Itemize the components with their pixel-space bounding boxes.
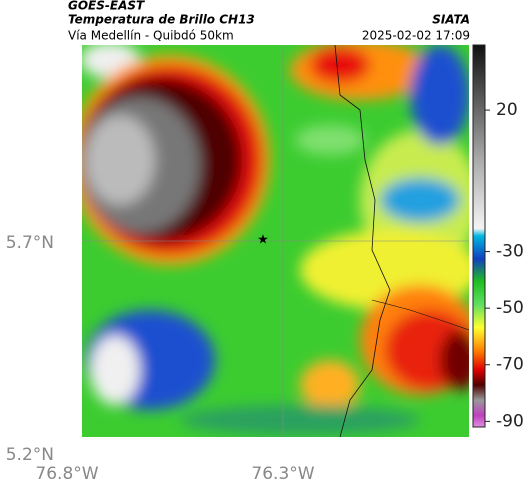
lon-label: 76.3°W xyxy=(251,464,314,484)
route: Vía Medellín - Quibdó 50km xyxy=(68,29,234,43)
subtitle: Temperatura de Brillo CH13 xyxy=(68,13,255,27)
lat-label: 5.7°N xyxy=(6,233,54,253)
satellite-image: ★ xyxy=(82,45,469,437)
agency: SIATA xyxy=(432,13,470,27)
colorbar-tick-label: -30 xyxy=(496,242,524,262)
border xyxy=(334,45,391,437)
title: GOES-EAST xyxy=(68,0,145,13)
colorbar-tick-label: 20 xyxy=(496,100,518,120)
river xyxy=(371,299,469,331)
colorbar xyxy=(472,44,486,428)
lat-label: 5.2°N xyxy=(6,445,54,465)
colorbar-tick-label: -70 xyxy=(496,355,524,375)
datetime: 2025-02-02 17:09 xyxy=(362,29,470,43)
lon-label: 76.8°W xyxy=(35,464,98,484)
colorbar-tick-label: -50 xyxy=(496,298,524,318)
colorbar-tick-label: -90 xyxy=(496,411,524,431)
location-marker: ★ xyxy=(257,233,269,248)
